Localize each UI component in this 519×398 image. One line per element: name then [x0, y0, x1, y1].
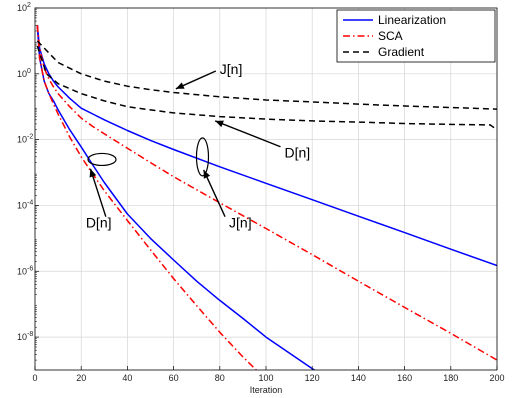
annotation-ellipse — [87, 152, 117, 167]
y-tick-exponent: -4 — [27, 199, 33, 206]
series-sca-curve-1 — [36, 25, 497, 361]
y-tick-mantissa: 10 — [17, 135, 27, 145]
y-tick-mantissa: 10 — [17, 200, 27, 210]
y-tick-exponent: -6 — [27, 265, 33, 272]
x-tick-label: 200 — [489, 373, 504, 383]
annotation-label: J[n] — [229, 215, 252, 231]
annotation-arrowhead — [89, 168, 97, 178]
annotations: J[n] D[n] D[n] J[n] — [86, 61, 310, 231]
y-tick-label: 10-6 — [17, 265, 33, 276]
x-tick-label: 100 — [258, 373, 273, 383]
y-tick-mantissa: 10 — [17, 69, 27, 79]
x-tick-label: 60 — [169, 373, 179, 383]
y-tick-label: 10-8 — [17, 331, 33, 342]
x-tick-label: 40 — [122, 373, 132, 383]
annotation-arrow — [89, 168, 107, 217]
annotation-label: D[n] — [86, 215, 112, 231]
x-tick-label: 80 — [215, 373, 225, 383]
annotation-ellipse — [195, 137, 210, 177]
legend: Linearization SCA Gradient — [336, 9, 496, 63]
series-sca-curve-2 — [36, 25, 258, 370]
x-tick-label: 140 — [351, 373, 366, 383]
legend-label: Gradient — [378, 45, 425, 59]
y-tick-label: 10-4 — [17, 199, 33, 210]
legend-label: SCA — [378, 29, 403, 43]
y-tick-exponent: -8 — [27, 331, 33, 338]
x-tick-label: 20 — [76, 373, 86, 383]
series-linearization-curve-2 — [36, 25, 316, 370]
annotation-arrowhead — [215, 120, 224, 128]
x-axis-label: Iteration — [250, 385, 283, 395]
series-layer — [36, 25, 497, 370]
y-tick-mantissa: 10 — [17, 332, 27, 342]
x-tick-label: 0 — [32, 373, 37, 383]
y-tick-label: 10-2 — [17, 134, 33, 145]
x-tick-label: 180 — [443, 373, 458, 383]
series-gradient-curve-1 — [36, 40, 497, 110]
y-tick-label: 102 — [17, 2, 31, 13]
annotation-arrow — [214, 120, 281, 148]
x-tick-label: 120 — [305, 373, 320, 383]
ticks: 0 20 40 60 80 100 120 140 160 180 20010210010-210-… — [17, 2, 505, 383]
series-linearization-curve-1 — [36, 25, 497, 267]
y-tick-exponent: 2 — [27, 2, 31, 9]
annotation-arrowhead — [203, 169, 211, 179]
y-tick-exponent: -2 — [27, 134, 33, 141]
y-tick-mantissa: 10 — [17, 3, 27, 13]
x-tick-label: 160 — [397, 373, 412, 383]
annotation-label: J[n] — [220, 61, 243, 77]
annotation-label: D[n] — [284, 145, 310, 161]
y-tick-mantissa: 10 — [17, 266, 27, 276]
annotation-arrow — [202, 169, 226, 217]
y-tick-label: 100 — [17, 68, 31, 79]
annotation-arrowhead — [175, 82, 185, 89]
legend-label: Linearization — [378, 13, 446, 27]
y-tick-exponent: 0 — [27, 68, 31, 75]
